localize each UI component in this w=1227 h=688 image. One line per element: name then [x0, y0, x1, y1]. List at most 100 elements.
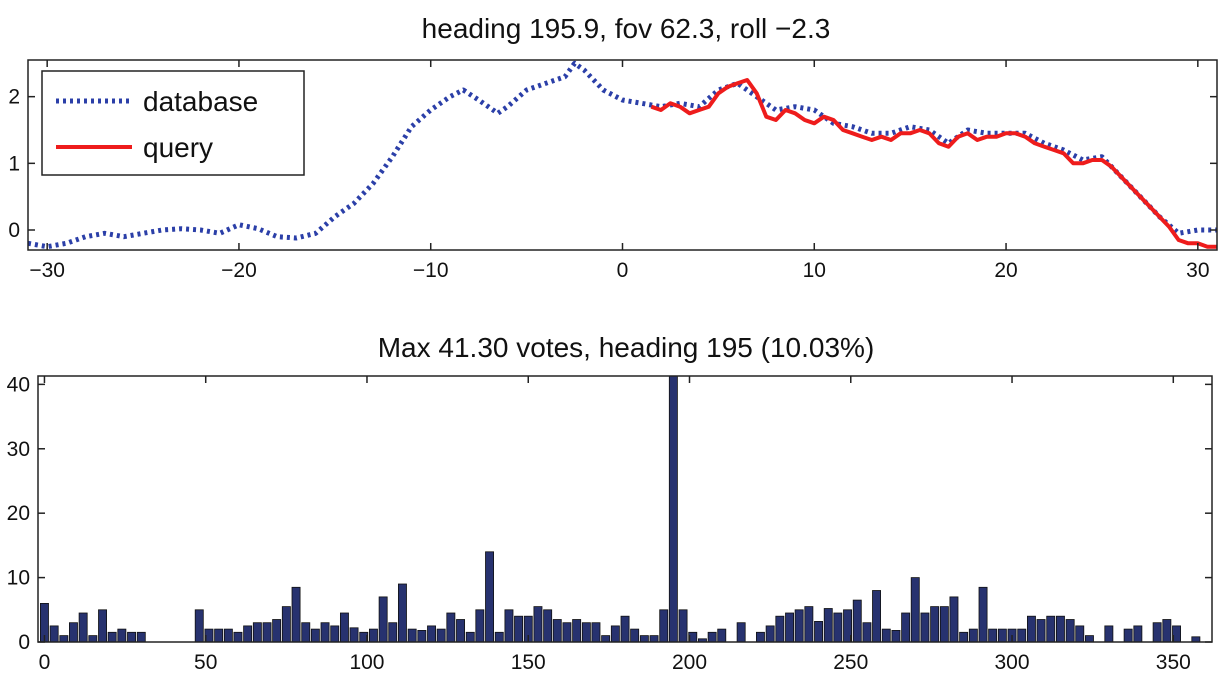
legend-box [41, 70, 305, 176]
vote-bar [668, 375, 678, 643]
top-x-tick-label: −30 [29, 259, 65, 282]
vote-bar [281, 606, 291, 643]
bottom-x-tick-label: 100 [349, 651, 384, 674]
vote-bar [136, 631, 146, 643]
vote-bar [194, 609, 204, 643]
vote-bar [1104, 625, 1114, 643]
vote-bar [804, 606, 814, 643]
vote-bar [88, 635, 98, 643]
vote-bar [339, 612, 349, 643]
vote-bar [814, 621, 824, 643]
vote-bar [223, 628, 233, 643]
bottom-x-tick-label: 350 [1156, 651, 1191, 674]
vote-bar [1046, 615, 1056, 643]
top-chart-title: heading 195.9, fov 62.3, roll −2.3 [422, 13, 831, 44]
vote-bar [291, 586, 301, 643]
bottom-x-tick-label: 0 [39, 651, 51, 674]
vote-bar [1056, 615, 1065, 643]
bottom-x-tick-label: 150 [511, 651, 546, 674]
vote-bar [427, 625, 437, 643]
vote-bar [872, 590, 882, 643]
vote-bar [1036, 619, 1046, 643]
vote-bar [891, 630, 901, 643]
vote-bar [552, 619, 562, 643]
vote-bar [968, 628, 978, 643]
vote-bar [407, 628, 417, 643]
bottom-axes-frame [37, 375, 1213, 643]
vote-bar [117, 628, 127, 643]
bottom-chart-title: Max 41.30 votes, heading 195 (10.03%) [378, 332, 875, 363]
heading-profile-chart: heading 195.9, fov 62.3, roll −2.3 −30 −2… [8, 13, 1218, 282]
vote-bar [649, 635, 659, 643]
vote-bar [349, 627, 359, 643]
vote-bar [572, 619, 582, 643]
vote-bar [436, 628, 446, 643]
vote-bar [465, 631, 475, 643]
vote-bar [301, 622, 311, 643]
top-x-tick-label: −10 [413, 259, 449, 282]
vote-bar [881, 628, 891, 643]
legend-label-database: database [143, 86, 258, 117]
vote-bar [852, 599, 862, 643]
vote-bar [417, 630, 427, 643]
vote-bar [69, 622, 78, 643]
series-line-database [27, 60, 1217, 250]
vote-bar [862, 622, 872, 643]
vote-bar [785, 612, 795, 643]
vote-bar [504, 609, 514, 643]
vote-bar [620, 615, 630, 643]
vote-bar [581, 622, 591, 643]
vote-bar [959, 631, 969, 643]
vote-bar [1085, 635, 1094, 643]
vote-bar [310, 628, 320, 643]
vote-bar [78, 612, 88, 643]
vote-bar [678, 609, 688, 643]
vote-bar [939, 606, 949, 643]
vote-bar [446, 612, 456, 643]
vote-bar [1075, 625, 1085, 643]
vote-bar [562, 622, 572, 643]
top-x-tick-label: −20 [221, 259, 257, 282]
top-x-tick-label: 0 [617, 259, 629, 282]
vote-bar [1123, 628, 1133, 643]
top-x-tick-label: 30 [1186, 259, 1209, 282]
vote-bar [456, 619, 466, 643]
bottom-y-tick-label: 0 [18, 631, 30, 654]
vote-bar [978, 586, 988, 643]
vote-bar [920, 612, 930, 643]
top-legend: database query [41, 70, 305, 176]
vote-bar [494, 631, 504, 643]
top-x-tick-label: 20 [994, 259, 1017, 282]
vote-bar [252, 622, 262, 643]
bottom-x-tick-label: 200 [672, 651, 707, 674]
vote-bar [1152, 622, 1162, 643]
vote-bar [930, 606, 940, 643]
bottom-y-tick-label: 40 [7, 373, 30, 396]
vote-bar [214, 628, 224, 643]
vote-bar [794, 609, 804, 643]
vote-bar [1191, 636, 1201, 643]
bottom-x-tick-label: 50 [194, 651, 217, 674]
bottom-y-tick-label: 10 [7, 567, 30, 590]
bottom-y-tick-label: 30 [7, 438, 30, 461]
top-y-tick-label: 1 [8, 152, 20, 175]
top-y-tick-label: 2 [8, 86, 20, 109]
vote-bar [775, 615, 785, 643]
vote-bar [485, 551, 495, 643]
vote-bar [949, 596, 959, 643]
vote-bar [243, 625, 253, 643]
vote-bar [1027, 615, 1036, 643]
vote-bar [659, 609, 669, 643]
series-line-query [650, 78, 1217, 249]
vote-bar [262, 622, 272, 643]
vote-bar [49, 625, 59, 643]
vote-bar [736, 622, 746, 643]
top-y-tick-label: 0 [8, 219, 20, 242]
bottom-x-tick-label: 300 [995, 651, 1030, 674]
vote-bar [1065, 619, 1075, 643]
vote-bar [601, 635, 611, 643]
vote-bar [610, 625, 620, 643]
bottom-plot-area: 0 50 100 150 200 250 300 350 0 10 20 30 40 [7, 373, 1213, 674]
vote-bar [59, 635, 69, 643]
